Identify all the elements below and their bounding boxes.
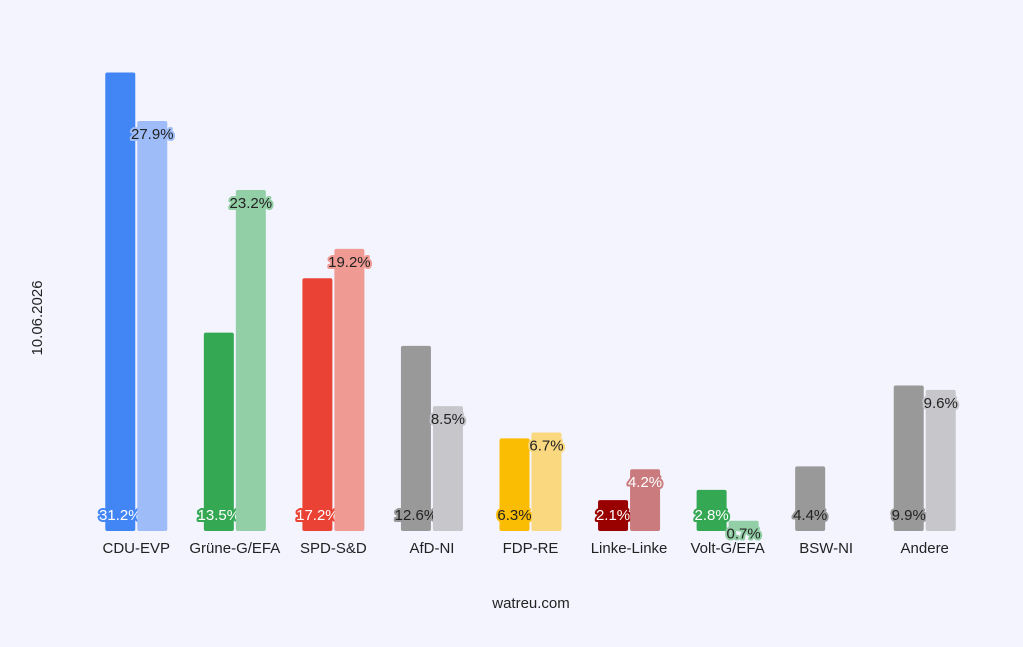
bar <box>432 406 463 531</box>
value-label: 2.1% <box>596 507 630 524</box>
bar <box>400 345 431 531</box>
bar <box>696 489 727 531</box>
value-label: 8.5% <box>431 411 465 428</box>
x-axis-label: watreu.com <box>491 595 570 612</box>
x-tick-label: Grüne-G/EFA <box>189 540 280 557</box>
value-label: 13.5% <box>198 507 241 524</box>
bar <box>334 248 365 531</box>
value-label: 9.9% <box>892 507 926 524</box>
value-label: 19.2% <box>328 254 371 271</box>
value-label: 2.8% <box>695 507 729 524</box>
x-tick-label: BSW-NI <box>799 540 853 557</box>
value-label: 4.4% <box>793 507 827 524</box>
y-axis-label: 10.06.2026 <box>29 280 46 355</box>
bar <box>795 466 826 531</box>
value-label: 12.6% <box>395 507 438 524</box>
value-label: 6.7% <box>529 437 563 454</box>
x-tick-label: FDP-RE <box>503 540 559 557</box>
bar <box>302 278 333 531</box>
value-label: 31.2% <box>99 507 142 524</box>
x-tick-label: Volt-G/EFA <box>691 540 765 557</box>
x-tick-label: SPD-S&D <box>300 540 367 557</box>
bar <box>925 389 956 531</box>
bar <box>728 520 759 531</box>
value-label: 4.2% <box>628 474 662 491</box>
bar <box>893 385 924 531</box>
value-label: 17.2% <box>296 507 339 524</box>
x-tick-label: Linke-Linke <box>591 540 668 557</box>
value-label: 23.2% <box>230 195 273 212</box>
bar <box>235 190 266 531</box>
bar <box>531 432 562 531</box>
value-label: 6.3% <box>497 507 531 524</box>
bar <box>203 332 234 531</box>
value-label: 27.9% <box>131 126 174 143</box>
bar <box>598 500 629 531</box>
bar <box>105 72 136 532</box>
bar <box>499 438 530 531</box>
bar <box>137 120 168 532</box>
x-tick-label: Andere <box>901 540 949 557</box>
x-tick-label: CDU-EVP <box>103 540 171 557</box>
value-label: 0.7% <box>727 526 761 543</box>
x-tick-label: AfD-NI <box>409 540 454 557</box>
value-label: 9.6% <box>924 395 958 412</box>
bar <box>630 469 661 531</box>
